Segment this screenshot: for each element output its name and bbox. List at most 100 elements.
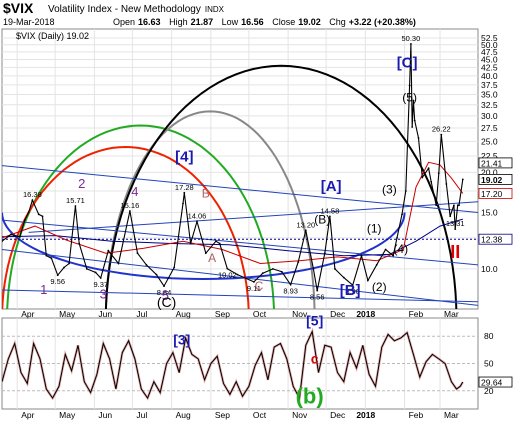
price-point bbox=[107, 249, 110, 252]
wave-label: (3) bbox=[382, 182, 397, 196]
wave-label: C bbox=[255, 279, 264, 293]
price-point bbox=[328, 215, 331, 218]
price-point bbox=[375, 263, 378, 266]
price-point bbox=[445, 183, 448, 185]
price-label: 13.31 bbox=[446, 219, 465, 228]
price-y-tick-label: 42.5 bbox=[481, 62, 498, 72]
oscillator-x-tick-label: Nov bbox=[292, 410, 308, 420]
price-x-tick-label: Jun bbox=[98, 309, 112, 319]
price-point bbox=[37, 213, 40, 216]
price-point bbox=[45, 254, 48, 257]
price-label: 13.20 bbox=[296, 220, 315, 229]
price-point bbox=[253, 281, 255, 283]
price-point bbox=[236, 273, 239, 276]
price-point bbox=[421, 176, 424, 179]
wave-label: 5 bbox=[162, 288, 169, 303]
price-label: 15.71 bbox=[66, 196, 85, 205]
wave-label: [C] bbox=[397, 54, 418, 71]
price-label: 8.93 bbox=[283, 287, 298, 296]
price-point bbox=[342, 276, 345, 279]
price-point bbox=[23, 219, 26, 221]
price-y-tick-label: 30.0 bbox=[481, 111, 498, 121]
cycle-arc-blue bbox=[2, 212, 406, 281]
axis-value-box bbox=[478, 188, 513, 199]
price-point bbox=[411, 126, 414, 128]
date-label: 19-Mar-2018 bbox=[3, 17, 55, 27]
price-point bbox=[272, 268, 274, 270]
price-x-tick-label: Apr bbox=[21, 309, 34, 319]
price-point bbox=[173, 266, 176, 269]
price-point bbox=[280, 270, 283, 273]
wave-label: (1) bbox=[367, 221, 382, 235]
price-point bbox=[182, 202, 184, 205]
price-point bbox=[145, 263, 148, 266]
price-point bbox=[9, 233, 12, 236]
oscillator-x-tick-label: Dec bbox=[330, 410, 346, 420]
price-x-tick-label: May bbox=[59, 309, 76, 319]
price-point bbox=[396, 236, 398, 239]
price-label: 17.28 bbox=[175, 183, 194, 192]
price-y-tick-label: 25.0 bbox=[481, 136, 498, 146]
axis-value-label: 12.38 bbox=[478, 233, 513, 245]
price-point bbox=[50, 257, 53, 260]
axes-labels: 10.012.515.017.520.022.525.027.530.032.5… bbox=[21, 33, 513, 420]
wave-label: A bbox=[208, 251, 216, 265]
price-point bbox=[204, 252, 207, 255]
price-point bbox=[312, 268, 315, 270]
price-point bbox=[68, 262, 70, 265]
price-point bbox=[417, 137, 420, 139]
price-point bbox=[427, 167, 430, 170]
price-point bbox=[63, 266, 65, 269]
ohlc-summary: Open 16.63 High 21.87 Low 16.56 Close 19.02 … bbox=[113, 17, 416, 27]
price-point bbox=[401, 213, 403, 216]
price-y-tick-label: 22.5 bbox=[481, 151, 498, 161]
price-point bbox=[128, 210, 131, 212]
price-point bbox=[18, 235, 21, 238]
price-x-tick-label: Mar bbox=[444, 309, 459, 319]
price-point bbox=[41, 215, 44, 218]
oscillator-plot-area bbox=[2, 327, 464, 403]
oscillator-last-value-box bbox=[478, 376, 513, 388]
price-label: 14.58 bbox=[320, 206, 339, 215]
price-point bbox=[360, 254, 363, 257]
price-plot-area bbox=[2, 43, 478, 309]
price-y-tick-label: 52.5 bbox=[481, 33, 498, 43]
price-point bbox=[27, 211, 30, 214]
axis-value-text: 17.20 bbox=[481, 189, 503, 199]
oscillator-y-tick-label: 50 bbox=[484, 359, 494, 369]
wave-label: 2 bbox=[78, 176, 85, 191]
price-point bbox=[334, 268, 336, 270]
cycle-arc-red bbox=[2, 145, 250, 309]
oscillator-last-value: 29.64 bbox=[478, 376, 513, 388]
price-label: 8.84 bbox=[157, 288, 172, 297]
axis-value-text: 19.02 bbox=[481, 175, 503, 185]
price-label: 9.56 bbox=[50, 277, 65, 286]
oscillator-wave-label: (b) bbox=[296, 384, 324, 409]
price-x-tick-label: 2018 bbox=[356, 309, 375, 319]
price-label: 50.30 bbox=[402, 34, 421, 43]
price-label: 8.90 bbox=[345, 287, 360, 296]
wave-label: 1 bbox=[40, 282, 47, 297]
price-point bbox=[215, 240, 217, 243]
price-point bbox=[384, 248, 387, 251]
wave-label: (5) bbox=[402, 90, 417, 104]
axis-value-text: 21.41 bbox=[481, 158, 503, 168]
price-x-tick-label: Jul bbox=[136, 309, 147, 319]
price-x-tick-label: Sep bbox=[215, 309, 230, 319]
price-point bbox=[2, 240, 3, 243]
axis-value-label: 17.20 bbox=[478, 188, 513, 199]
price-y-tick-label: 45.0 bbox=[481, 54, 498, 64]
trendline bbox=[2, 219, 478, 266]
price-label: 10.02 bbox=[218, 271, 237, 280]
axis-value-label: 19.02 bbox=[478, 173, 513, 185]
moving-average-red-line bbox=[2, 161, 464, 265]
price-point bbox=[163, 285, 165, 288]
price-point bbox=[189, 242, 192, 245]
trendline bbox=[2, 248, 478, 306]
price-point bbox=[366, 279, 369, 282]
price-y-tick-label: 35.0 bbox=[481, 89, 498, 99]
wave-label: [A] bbox=[321, 178, 342, 195]
price-label: 16.38 bbox=[23, 190, 42, 199]
price-point bbox=[351, 284, 354, 287]
price-x-tick-label: Feb bbox=[409, 309, 424, 319]
